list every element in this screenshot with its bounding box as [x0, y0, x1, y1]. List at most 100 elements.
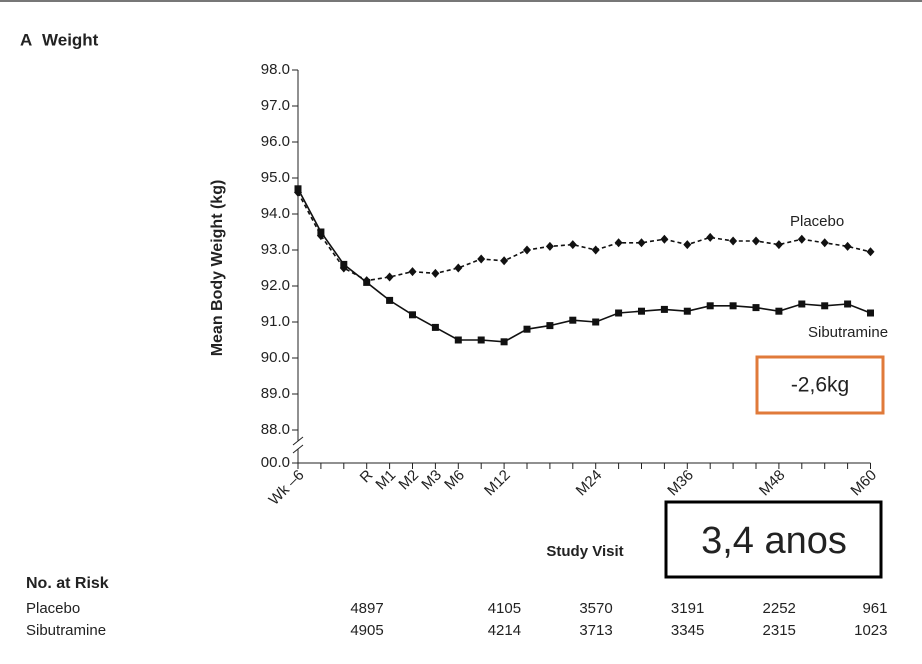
point	[340, 260, 348, 268]
x-tick-label: M2	[395, 467, 422, 494]
point	[523, 245, 531, 255]
point	[431, 323, 439, 331]
series-label: Sibutramine	[808, 324, 888, 341]
y-tick-label: 95.0	[261, 169, 290, 186]
y-tick-label: 96.0	[261, 133, 290, 150]
risk-value: 4214	[488, 622, 521, 639]
x-tick-label: Wk –6	[266, 467, 308, 509]
risk-value: 3570	[579, 600, 612, 617]
x-tick-label: M24	[573, 467, 606, 500]
point	[591, 245, 600, 255]
point	[637, 238, 646, 248]
risk-value: 3345	[671, 622, 704, 639]
point	[706, 232, 715, 242]
y-tick-label: 93.0	[261, 241, 290, 258]
axis-break	[292, 444, 304, 454]
series-line	[297, 192, 871, 282]
point	[752, 304, 760, 312]
point	[798, 300, 806, 308]
point	[752, 236, 760, 246]
point	[454, 263, 463, 273]
point	[592, 318, 600, 326]
x-tick-label: M1	[372, 467, 399, 494]
point	[431, 268, 440, 278]
annotation-box	[755, 355, 885, 415]
risk-value: 3191	[671, 600, 704, 617]
risk-value: 2252	[763, 600, 796, 617]
y-tick-label: 94.0	[261, 205, 290, 222]
panel-label: A	[20, 30, 32, 49]
x-tick-label: M3	[418, 467, 445, 494]
point	[500, 256, 509, 266]
point	[821, 302, 829, 310]
axis-break	[292, 436, 304, 446]
point	[797, 234, 806, 244]
risk-row-name: Placebo	[26, 600, 80, 617]
point	[545, 241, 554, 251]
annotation: 3,4 anos	[701, 520, 847, 562]
point	[546, 322, 554, 330]
point	[729, 236, 738, 246]
point	[385, 272, 394, 282]
point	[317, 228, 325, 236]
point	[660, 305, 668, 313]
x-tick-label: M36	[664, 467, 697, 500]
x-tick-label: M48	[756, 467, 789, 500]
point	[408, 267, 417, 277]
risk-value: 3713	[579, 622, 612, 639]
point	[569, 316, 577, 324]
y-axis-label: Mean Body Weight (kg)	[209, 180, 226, 357]
risk-value: 1023	[854, 622, 887, 639]
y-tick-label: 91.0	[261, 313, 290, 330]
y-tick-label: 92.0	[261, 277, 290, 294]
risk-value: 961	[862, 600, 887, 617]
point	[638, 307, 645, 315]
point	[409, 311, 416, 319]
point	[523, 325, 531, 333]
point	[500, 338, 508, 346]
point	[844, 300, 852, 308]
point	[454, 336, 462, 344]
point	[729, 302, 737, 310]
point	[866, 247, 875, 257]
point	[294, 185, 302, 193]
point	[843, 241, 852, 251]
point	[820, 238, 829, 248]
point	[867, 309, 874, 317]
point	[614, 238, 623, 248]
point	[477, 336, 485, 344]
point	[386, 296, 394, 304]
risk-value: 4905	[350, 622, 383, 639]
y-tick-label: 90.0	[261, 349, 290, 366]
risk-value: 4105	[488, 600, 521, 617]
point	[775, 307, 783, 315]
y-tick-label: 89.0	[261, 385, 290, 402]
risk-value: 4897	[350, 600, 383, 617]
point	[683, 240, 692, 250]
point	[683, 307, 691, 315]
y-break-label: 00.0	[261, 454, 290, 471]
x-axis-label: Study Visit	[546, 543, 623, 560]
series-label: Placebo	[790, 213, 844, 230]
risk-value: 2315	[763, 622, 796, 639]
y-tick-label: 98.0	[261, 61, 290, 78]
point	[477, 254, 486, 264]
risk-row-name: Sibutramine	[26, 622, 106, 639]
x-tick-label: M6	[441, 467, 468, 494]
point	[363, 278, 371, 286]
annotation-box	[664, 500, 883, 579]
chart-title: Weight	[42, 30, 99, 49]
y-tick-label: 88.0	[261, 421, 290, 438]
x-tick-label: M12	[481, 467, 514, 500]
point	[660, 234, 669, 244]
risk-title: No. at Risk	[26, 575, 109, 592]
annotation: -2,6kg	[791, 374, 849, 397]
point	[615, 309, 623, 317]
point	[568, 240, 577, 250]
series-line	[297, 188, 871, 343]
x-tick-label: M60	[847, 467, 880, 500]
point	[774, 240, 783, 250]
point	[706, 302, 714, 310]
y-tick-label: 97.0	[261, 97, 290, 114]
